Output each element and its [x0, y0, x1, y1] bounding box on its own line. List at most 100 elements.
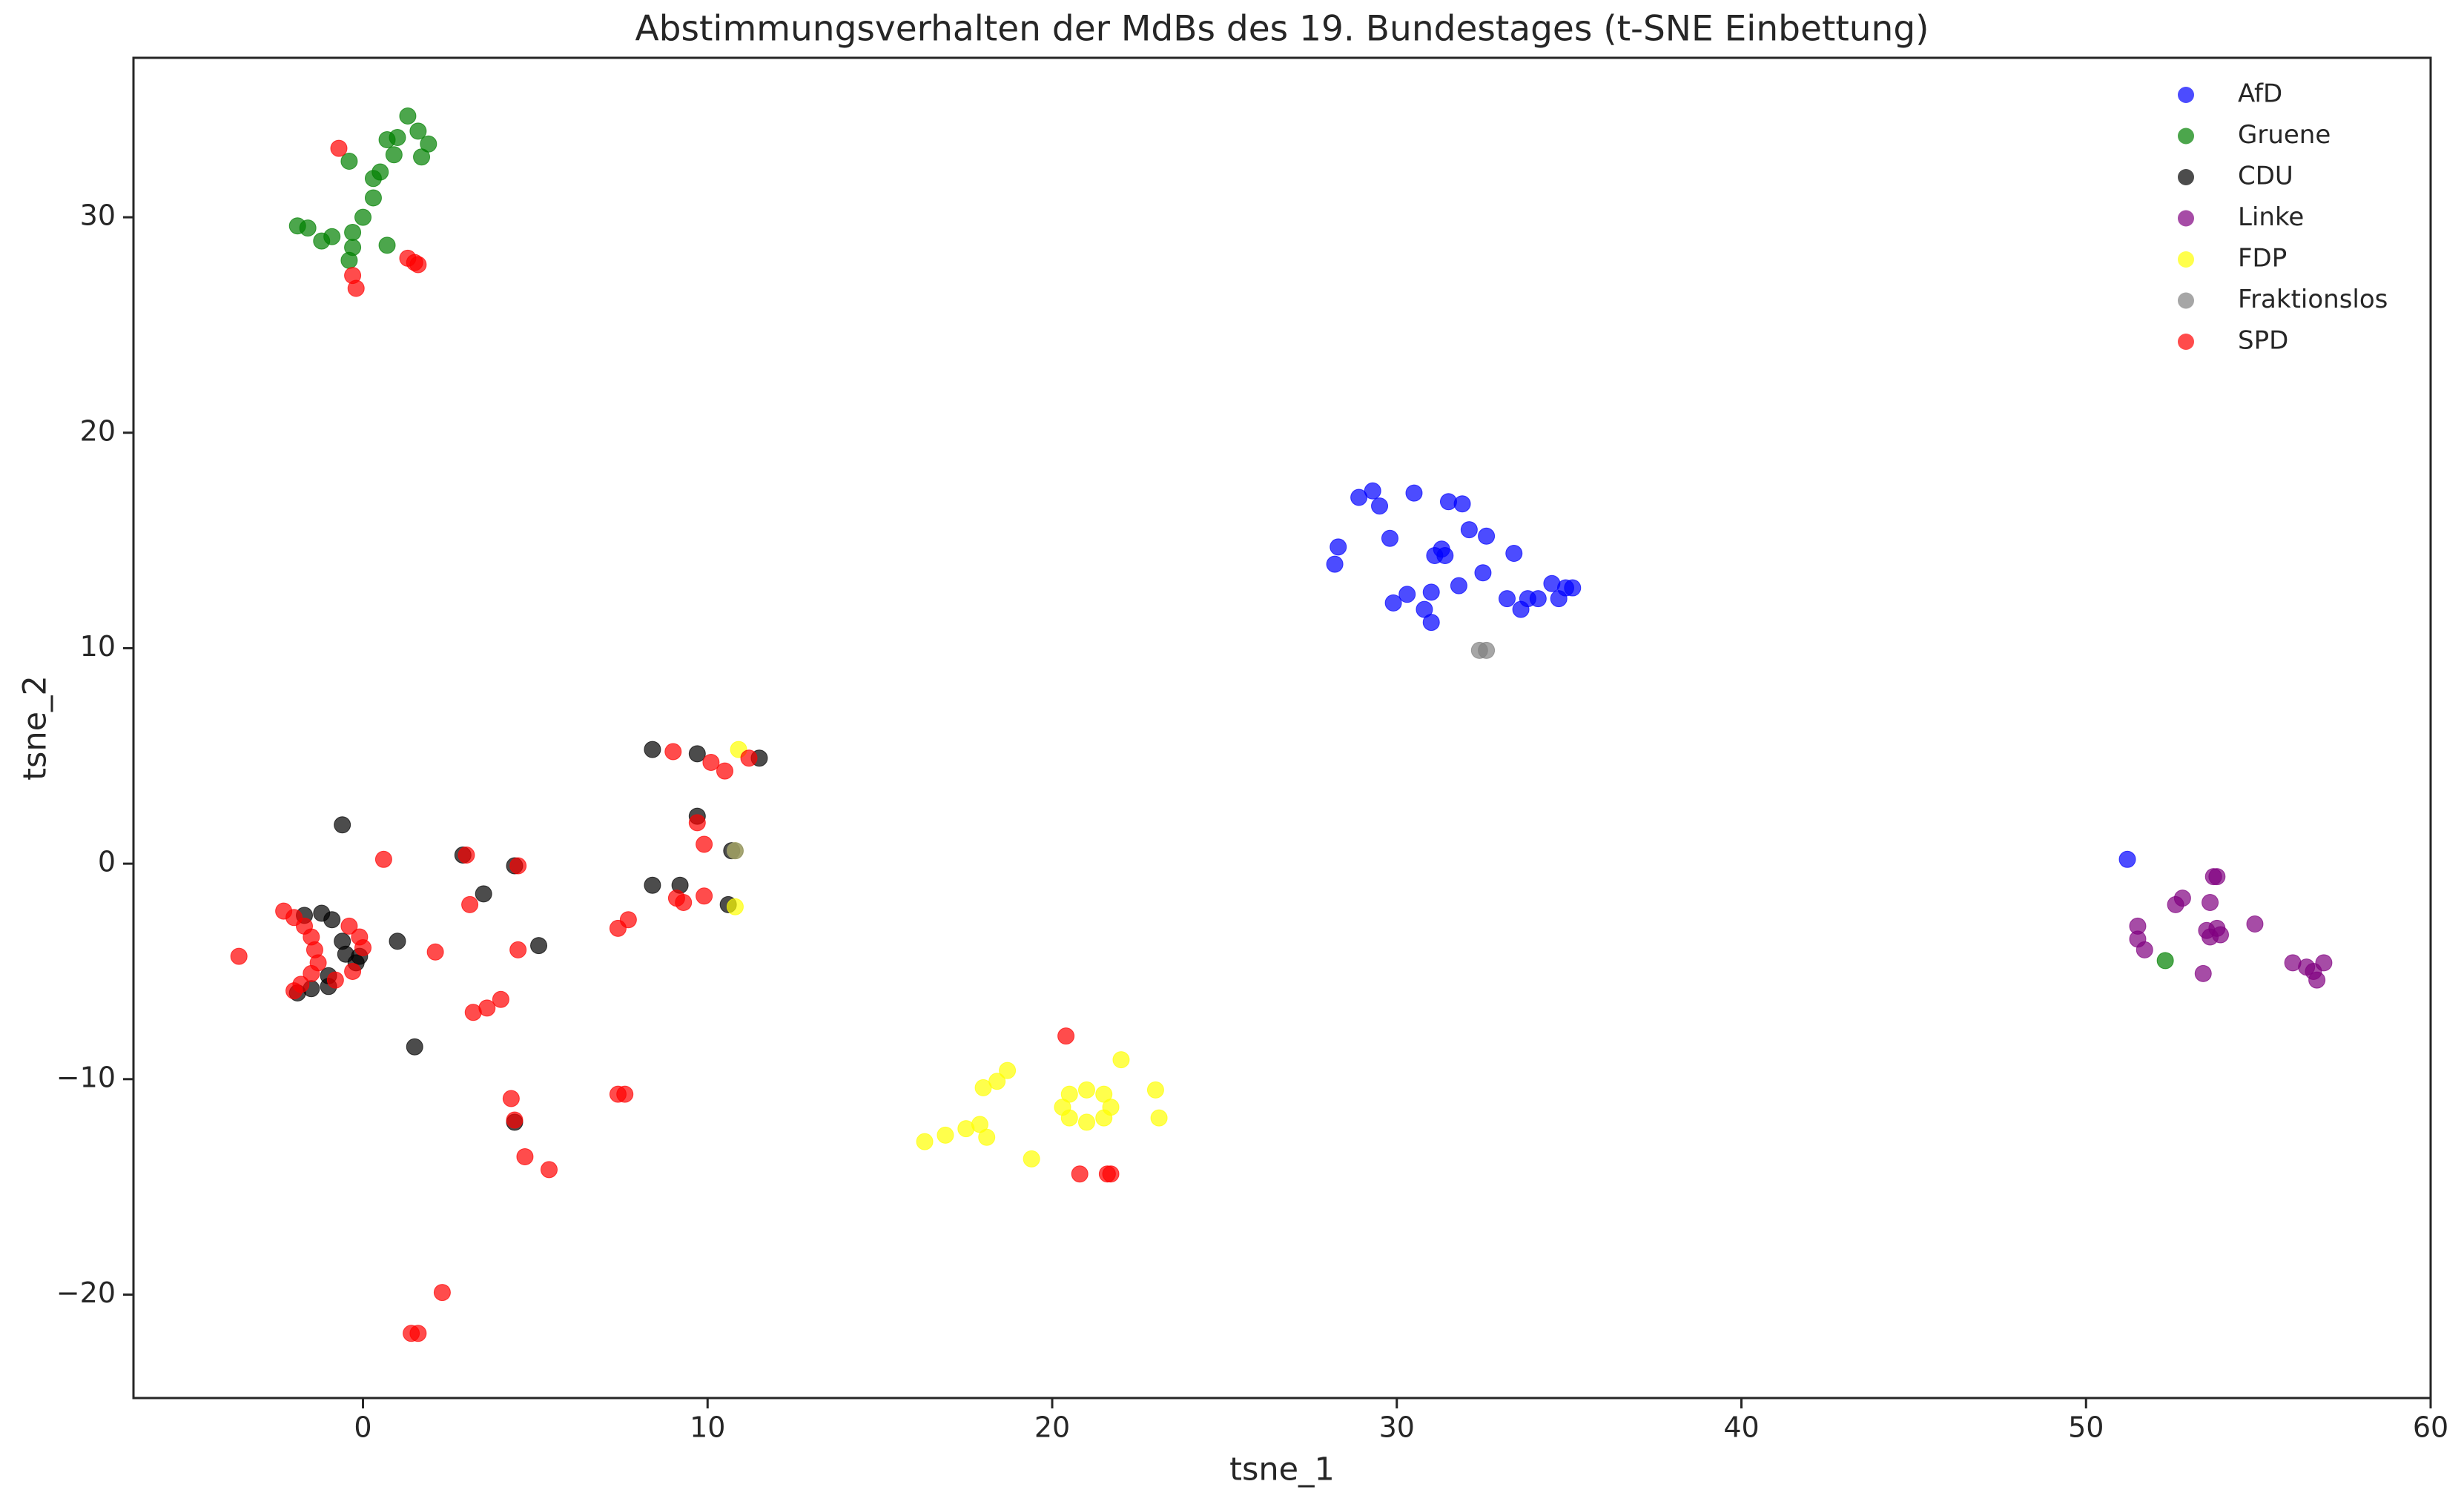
- point: [378, 236, 396, 254]
- point: [1102, 1165, 1120, 1183]
- point: [2308, 971, 2326, 989]
- point: [413, 148, 431, 166]
- legend-marker: [2178, 127, 2194, 145]
- plot-frame: [132, 56, 2432, 1400]
- legend-label: CDU: [2238, 162, 2293, 191]
- point: [1326, 555, 1344, 573]
- point: [937, 1126, 954, 1144]
- legend-label: Linke: [2238, 202, 2304, 232]
- y-tick-label: 10: [80, 630, 116, 663]
- point: [1077, 1113, 1095, 1131]
- point: [389, 129, 406, 147]
- point: [299, 219, 317, 237]
- point: [675, 893, 693, 911]
- point: [509, 857, 527, 875]
- point: [385, 146, 403, 164]
- point: [1112, 1051, 1130, 1069]
- point: [285, 982, 303, 1000]
- point: [644, 876, 661, 894]
- point: [1150, 1109, 1168, 1127]
- point: [2202, 928, 2219, 946]
- point: [478, 999, 496, 1017]
- point: [999, 1061, 1017, 1079]
- legend-marker: [2178, 87, 2194, 103]
- point: [978, 1128, 996, 1146]
- point: [492, 990, 509, 1008]
- point: [389, 933, 406, 950]
- point: [433, 1284, 451, 1302]
- point: [399, 107, 417, 125]
- point: [1450, 577, 1467, 594]
- point: [516, 1147, 534, 1165]
- point: [988, 1073, 1006, 1090]
- legend-marker: [2178, 292, 2194, 309]
- point: [1095, 1109, 1113, 1127]
- point: [1478, 527, 1496, 545]
- x-tick-label: 0: [354, 1411, 371, 1444]
- y-tick-label: −10: [56, 1061, 116, 1093]
- point: [406, 1038, 423, 1056]
- x-tick-label: 30: [1379, 1411, 1415, 1444]
- point: [509, 941, 527, 958]
- point: [1060, 1085, 1078, 1103]
- point: [974, 1079, 992, 1096]
- point: [716, 762, 734, 780]
- point: [2246, 915, 2264, 933]
- point: [1371, 497, 1389, 515]
- point: [347, 279, 365, 297]
- legend-marker: [2178, 169, 2194, 185]
- point: [334, 816, 351, 834]
- point: [458, 846, 475, 864]
- y-tick-label: 20: [80, 414, 116, 447]
- point: [461, 895, 479, 913]
- point: [371, 163, 389, 181]
- point: [502, 1090, 520, 1107]
- x-tick-label: 50: [2068, 1411, 2104, 1444]
- x-tick-label: 10: [690, 1411, 725, 1444]
- point: [506, 1111, 523, 1129]
- point: [1330, 538, 1347, 556]
- point: [1422, 583, 1440, 601]
- point: [688, 745, 706, 763]
- point: [2173, 890, 2191, 907]
- point: [1364, 482, 1381, 500]
- point: [1381, 529, 1398, 547]
- point: [1460, 521, 1478, 539]
- point: [409, 256, 427, 274]
- point: [616, 1085, 634, 1103]
- y-tick-label: −20: [56, 1276, 116, 1309]
- point: [344, 962, 362, 980]
- y-tick-label: 30: [80, 199, 116, 232]
- point: [475, 885, 492, 903]
- point: [1474, 564, 1492, 582]
- point: [1384, 594, 1402, 612]
- point: [374, 850, 392, 868]
- point: [1077, 1081, 1095, 1099]
- point: [619, 911, 637, 929]
- point: [326, 971, 344, 989]
- point: [1564, 579, 1582, 597]
- legend-marker: [2178, 251, 2194, 268]
- point: [530, 937, 548, 955]
- point: [2118, 850, 2136, 868]
- point: [2136, 941, 2153, 958]
- point: [2315, 954, 2333, 972]
- point: [2202, 893, 2219, 911]
- x-axis-label: tsne_1: [1229, 1451, 1335, 1488]
- chart-title: Abstimmungsverhalten der MdBs des 19. Bu…: [635, 9, 1929, 50]
- point: [540, 1161, 558, 1179]
- point: [1023, 1150, 1040, 1167]
- point: [1478, 641, 1496, 659]
- point: [916, 1133, 934, 1150]
- point: [2194, 964, 2212, 982]
- x-tick-label: 40: [1723, 1411, 1759, 1444]
- point: [1405, 484, 1423, 502]
- y-tick-label: 0: [98, 846, 116, 878]
- point: [1060, 1109, 1078, 1127]
- point: [323, 911, 341, 929]
- legend-label: Gruene: [2238, 120, 2331, 150]
- legend-label: AfD: [2238, 79, 2282, 109]
- point: [340, 917, 358, 935]
- point: [696, 835, 713, 853]
